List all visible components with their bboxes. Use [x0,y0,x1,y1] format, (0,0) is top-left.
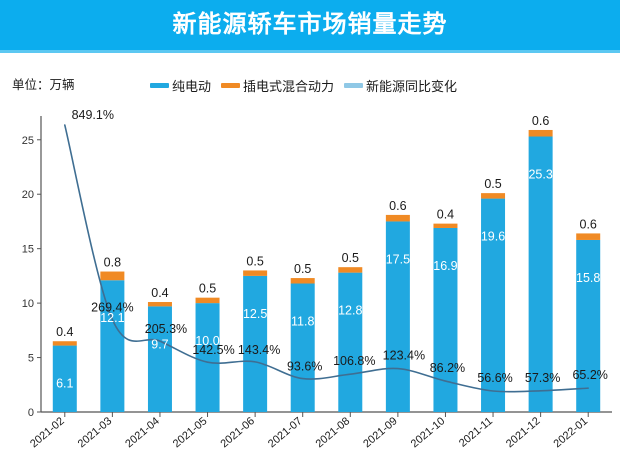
unit-label: 单位：万辆 [12,78,75,92]
bar-value-label-phev: 0.5 [342,251,359,265]
legend-swatch-ev [150,83,169,88]
page-title: 新能源轿车市场销量走势 [172,11,448,38]
y-axis-tick-label: 15 [22,244,34,256]
bar-series-group [52,129,601,412]
yoy-value-label: 106.8% [333,354,375,368]
bar-segment-phev[interactable] [576,233,601,240]
bar-segment-ev[interactable] [528,136,553,412]
legend-swatch-phev [221,83,241,88]
legend-swatch-yoy [344,83,364,88]
bar-value-label-ev: 15.8 [576,271,600,285]
bar-value-label-ev: 25.3 [528,168,552,182]
bar-segment-phev[interactable] [100,271,125,281]
yoy-trend-line[interactable] [63,124,590,393]
legend-label-ev: 纯电动 [172,79,212,94]
bar-segment-ev[interactable] [147,306,172,412]
bar-segment-ev[interactable] [52,345,77,412]
bar-segment-phev[interactable] [433,223,458,228]
trend-line-group: 849.1% 269.4% 205.3% 142.5% 143.4% 93.6% 106.8… [63,108,608,393]
bar-segment-phev[interactable] [290,278,315,284]
x-axis-tick-label: 2021-08 [314,415,353,450]
bar-value-label-ev: 10.0 [195,334,219,348]
bar-value-label-ev: 16.9 [433,259,457,273]
bar-segment-phev[interactable] [243,270,268,276]
bar-value-label-ev: 17.5 [386,252,410,266]
yoy-value-label: 86.2% [430,361,465,375]
yoy-value-label: 93.6% [287,360,322,374]
bar-value-label-phev: 0.5 [294,262,311,276]
bar-segment-phev[interactable] [481,193,506,199]
x-axis-tick-label: 2021-10 [409,415,448,450]
data-labels-group: 6.1 0.4 12.1 0.8 9.7 0.4 10.0 0.5 12.5 0.5 11.8 0.5… [56,114,600,391]
bar-value-label-ev: 6.1 [56,377,73,391]
legend-item-phev[interactable]: 插电式混合动力 [221,76,334,95]
x-axis-tick-label: 2021-12 [504,415,543,450]
bar-value-label-ev: 12.8 [338,304,362,318]
bar-segment-phev[interactable] [195,297,220,304]
bar-value-label-phev: 0.4 [437,208,454,222]
title-underline [0,50,620,53]
y-axis-tick-label: 20 [22,189,34,201]
bar-segment-phev[interactable] [385,214,410,222]
bar-value-label-phev: 0.8 [104,256,121,270]
chart-legend: 纯电动 插电式混合动力 新能源同比变化 [150,76,463,95]
yoy-value-label: 142.5% [192,343,234,357]
bar-value-label-phev: 0.6 [532,114,549,128]
bar-value-label-phev: 0.6 [580,217,597,231]
bar-value-label-phev: 0.5 [199,282,216,296]
bar-segment-ev[interactable] [338,272,363,412]
bar-value-label-ev: 11.8 [291,315,314,329]
bar-value-label-phev: 0.6 [389,199,406,213]
legend-label-phev: 插电式混合动力 [243,79,335,94]
bar-segment-ev[interactable] [433,227,458,412]
legend-item-ev[interactable]: 纯电动 [150,76,211,95]
y-axis-tick-label: 5 [28,353,34,365]
yoy-value-label: 143.4% [238,343,280,357]
y-axis-tick-label: 0 [28,407,34,419]
bar-segment-ev[interactable] [195,303,220,412]
x-axis-tick-label: 2021-06 [218,415,257,450]
x-axis-tick-label: 2021-09 [361,415,400,450]
bar-segment-ev[interactable] [385,221,410,412]
x-axis-tick-label: 2022-01 [551,415,590,450]
bar-value-label-ev: 9.7 [151,337,168,351]
bar-value-label-phev: 0.5 [484,177,501,191]
bar-segment-ev[interactable] [290,283,315,412]
x-axis-tick-label: 2021-03 [76,415,115,450]
x-axis-tick-label: 2021-02 [28,415,67,450]
bar-value-label-ev: 12.1 [100,311,124,325]
bar-segment-ev[interactable] [243,275,268,412]
x-axis-tick-label: 2021-05 [171,415,210,450]
bar-value-label-phev: 0.4 [151,286,168,300]
x-axis: 2021-02 2021-03 2021-04 2021-05 2021-06 2021-… [28,411,612,450]
yoy-value-label: 123.4% [383,349,425,363]
bar-segment-ev[interactable] [576,239,601,412]
bar-segment-ev[interactable] [481,198,506,412]
y-axis-tick-label: 10 [22,298,34,310]
bar-value-label-ev: 12.5 [243,307,267,321]
yoy-value-label: 849.1% [72,108,114,122]
x-axis-tick-label: 2021-11 [457,415,495,450]
bar-segment-ev[interactable] [100,280,125,412]
y-axis: 0 5 10 15 20 25 [22,116,42,419]
y-axis-tick-label: 25 [22,135,34,147]
x-axis-tick-label: 2021-07 [266,415,305,450]
legend-label-yoy: 新能源同比变化 [366,79,458,94]
bar-segment-phev[interactable] [147,302,172,307]
bar-value-label-ev: 19.6 [481,230,505,244]
bar-segment-phev[interactable] [338,267,363,273]
yoy-value-label: 269.4% [91,301,133,315]
bar-value-label-phev: 0.4 [56,325,73,339]
bar-value-label-phev: 0.5 [246,254,263,268]
yoy-value-label: 65.2% [572,368,607,382]
yoy-value-label: 56.6% [477,371,512,385]
legend-item-yoy[interactable]: 新能源同比变化 [344,76,457,95]
title-bar: 新能源轿车市场销量走势 [0,0,620,50]
yoy-value-label: 205.3% [145,322,187,336]
bar-segment-phev[interactable] [528,129,553,137]
x-axis-tick-label: 2021-04 [123,415,162,450]
yoy-value-label: 57.3% [525,371,560,385]
bar-segment-phev[interactable] [52,341,77,346]
